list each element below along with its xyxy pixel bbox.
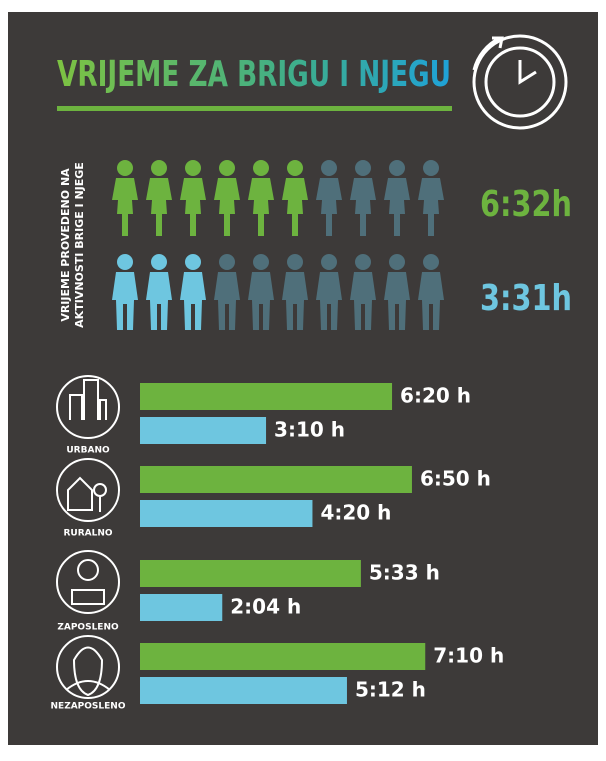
value-label: 6:20 h [400,384,471,408]
value-label: 5:12 h [355,678,426,702]
category-label: URBANO [66,446,110,456]
person-head [355,160,371,176]
value-label: 7:10 h [433,644,504,668]
value-label: 3:10 h [274,418,345,442]
person-head [219,160,235,176]
title-rule [57,106,452,111]
bar [140,643,425,670]
side-label: AKTIVNOSTI BRIGE I NJEGE [73,162,86,328]
value-label: 5:33 h [369,561,440,585]
person-head [423,160,439,176]
person-head [287,160,303,176]
person-head [185,254,201,270]
side-label: VRIJEME PROVEDENO NA [59,168,72,322]
bar [140,466,412,493]
person-head [355,254,371,270]
panel [8,12,598,745]
person-head [185,160,201,176]
bar [140,677,347,704]
bar [140,594,222,621]
bar [140,417,266,444]
person-head [219,254,235,270]
value-label: 4:20 h [320,501,391,525]
category-label: RURALNO [63,529,112,539]
bar [140,383,392,410]
person-head [151,160,167,176]
person-head [117,254,133,270]
pictogram-label: 3:31h [480,278,572,319]
title: VRIJEME ZA BRIGU I NJEGU [57,54,451,95]
person-head [423,254,439,270]
person-head [321,160,337,176]
person-head [253,254,269,270]
value-label: 2:04 h [230,595,301,619]
pictogram-label: 6:32h [480,184,572,225]
bar [140,560,361,587]
person-head [151,254,167,270]
person-head [389,254,405,270]
category-label: NEZAPOSLENO [51,702,126,712]
person-head [321,254,337,270]
category-label: ZAPOSLENO [57,623,119,633]
bar [140,500,312,527]
person-head [117,160,133,176]
person-head [253,160,269,176]
infographic: VRIJEME ZA BRIGU I NJEGU VRIJEME PROVEDE… [0,0,606,757]
person-head [389,160,405,176]
person-head [287,254,303,270]
value-label: 6:50 h [420,467,491,491]
